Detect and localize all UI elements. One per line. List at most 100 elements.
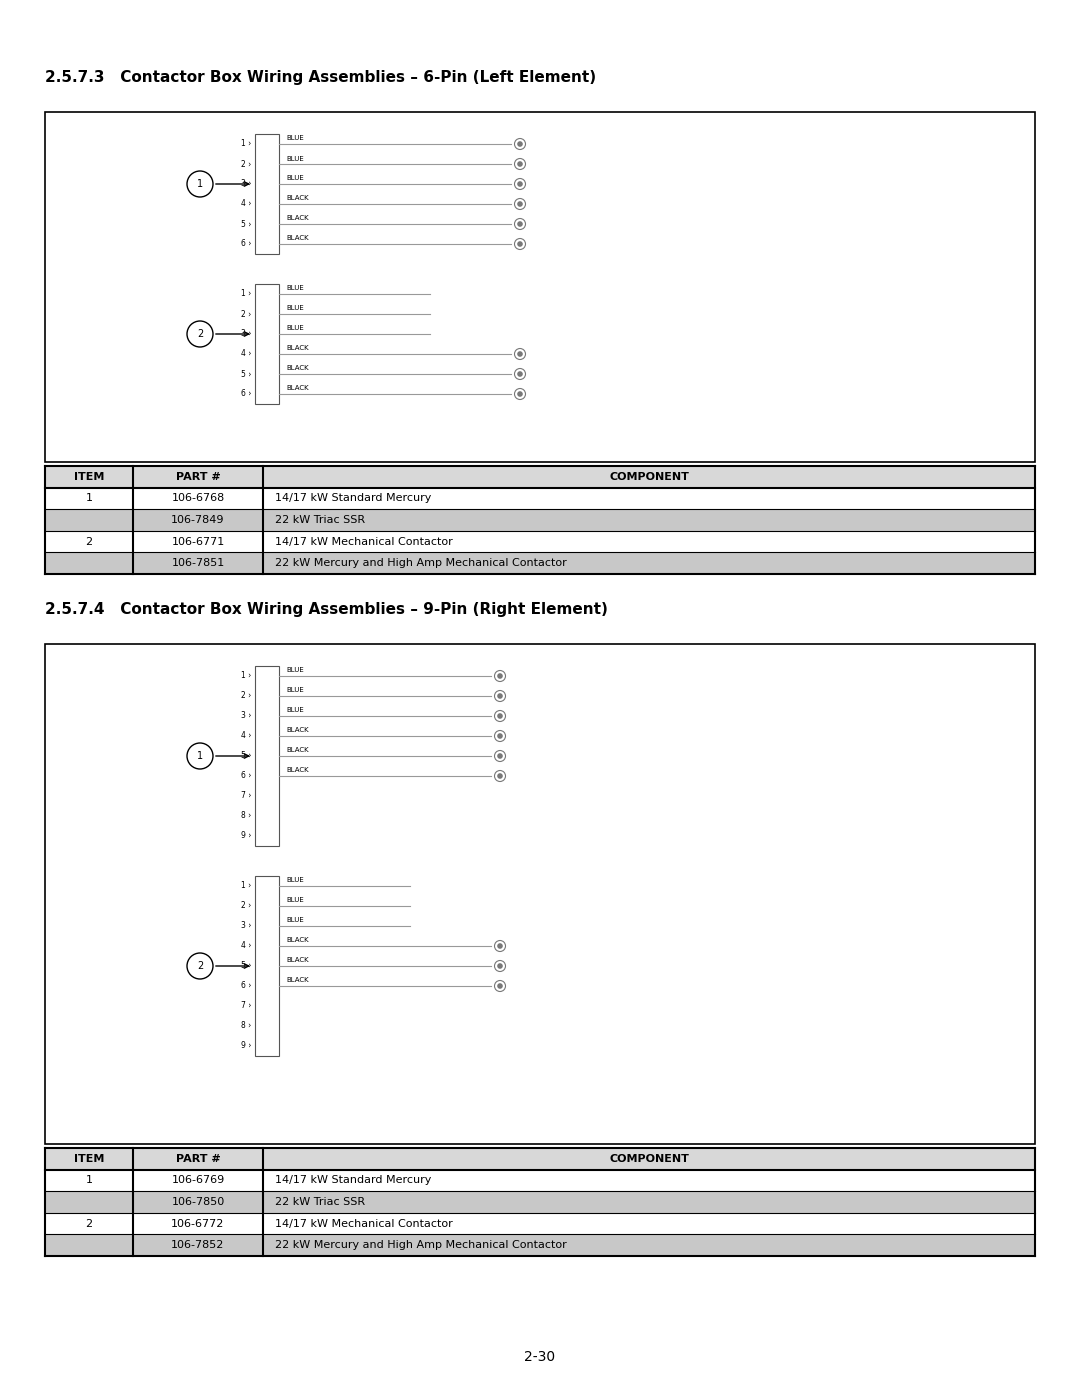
Bar xyxy=(45,112,1035,462)
Text: COMPONENT: COMPONENT xyxy=(609,472,689,482)
Text: BLACK: BLACK xyxy=(286,215,309,222)
Text: BLUE: BLUE xyxy=(286,687,303,693)
Circle shape xyxy=(498,733,502,738)
Text: 2: 2 xyxy=(85,1218,93,1228)
Text: 106-6771: 106-6771 xyxy=(172,536,225,546)
Text: 5 ›: 5 › xyxy=(241,752,251,760)
Text: 2: 2 xyxy=(197,961,203,971)
Bar xyxy=(255,666,279,847)
Text: 14/17 kW Mechanical Contactor: 14/17 kW Mechanical Contactor xyxy=(275,1218,453,1228)
Circle shape xyxy=(518,182,522,186)
Text: 4 ›: 4 › xyxy=(241,732,251,740)
Text: 1: 1 xyxy=(197,179,203,189)
Circle shape xyxy=(498,964,502,968)
Text: 4 ›: 4 › xyxy=(241,349,251,359)
Text: 8 ›: 8 › xyxy=(241,1021,251,1031)
Bar xyxy=(255,876,279,1056)
Bar xyxy=(45,531,1035,552)
Text: 5 ›: 5 › xyxy=(241,369,251,379)
Text: 106-7851: 106-7851 xyxy=(172,559,225,569)
Text: 5 ›: 5 › xyxy=(241,961,251,971)
Text: BLACK: BLACK xyxy=(286,236,309,242)
Text: 3 ›: 3 › xyxy=(241,330,251,338)
Text: 1 ›: 1 › xyxy=(241,672,251,680)
Text: 22 kW Triac SSR: 22 kW Triac SSR xyxy=(275,515,365,525)
Text: 22 kW Triac SSR: 22 kW Triac SSR xyxy=(275,1197,365,1207)
Text: 3 ›: 3 › xyxy=(241,711,251,721)
Bar xyxy=(45,509,1035,531)
Text: BLACK: BLACK xyxy=(286,196,309,201)
Bar xyxy=(45,1213,1035,1235)
Bar xyxy=(45,644,1035,1144)
Text: ITEM: ITEM xyxy=(73,472,104,482)
Text: PART #: PART # xyxy=(176,472,220,482)
Text: 22 kW Mercury and High Amp Mechanical Contactor: 22 kW Mercury and High Amp Mechanical Co… xyxy=(275,559,567,569)
Circle shape xyxy=(498,774,502,778)
Text: BLACK: BLACK xyxy=(286,345,309,352)
Text: COMPONENT: COMPONENT xyxy=(609,1154,689,1164)
Bar xyxy=(255,284,279,404)
Text: BLACK: BLACK xyxy=(286,366,309,372)
Bar xyxy=(45,1169,1035,1192)
Circle shape xyxy=(498,673,502,678)
Text: 2 ›: 2 › xyxy=(241,159,251,169)
Text: 6 ›: 6 › xyxy=(241,771,251,781)
Text: BLACK: BLACK xyxy=(286,957,309,964)
Text: BLUE: BLUE xyxy=(286,668,303,673)
Text: 7 ›: 7 › xyxy=(241,1002,251,1010)
Text: 14/17 kW Standard Mercury: 14/17 kW Standard Mercury xyxy=(275,493,431,503)
Text: BLUE: BLUE xyxy=(286,897,303,904)
Text: 5 ›: 5 › xyxy=(241,219,251,229)
Circle shape xyxy=(518,162,522,166)
Text: BLUE: BLUE xyxy=(286,326,303,331)
Text: 4 ›: 4 › xyxy=(241,942,251,950)
Text: 2.5.7.3   Contactor Box Wiring Assemblies – 6-Pin (Left Element): 2.5.7.3 Contactor Box Wiring Assemblies … xyxy=(45,70,596,85)
Text: 2 ›: 2 › xyxy=(241,901,251,911)
Text: 8 ›: 8 › xyxy=(241,812,251,820)
Text: BLACK: BLACK xyxy=(286,386,309,391)
Text: BLACK: BLACK xyxy=(286,767,309,774)
Text: 2.5.7.4   Contactor Box Wiring Assemblies – 9-Pin (Right Element): 2.5.7.4 Contactor Box Wiring Assemblies … xyxy=(45,602,608,617)
Circle shape xyxy=(498,754,502,759)
Bar xyxy=(45,1148,1035,1169)
Text: BLUE: BLUE xyxy=(286,877,303,883)
Text: 2 ›: 2 › xyxy=(241,310,251,319)
Text: 14/17 kW Standard Mercury: 14/17 kW Standard Mercury xyxy=(275,1175,431,1186)
Circle shape xyxy=(518,222,522,226)
Circle shape xyxy=(518,142,522,147)
Text: 106-6772: 106-6772 xyxy=(172,1218,225,1228)
Text: BLUE: BLUE xyxy=(286,136,303,141)
Bar xyxy=(45,488,1035,509)
Bar xyxy=(45,467,1035,488)
Circle shape xyxy=(498,944,502,949)
Text: 14/17 kW Mechanical Contactor: 14/17 kW Mechanical Contactor xyxy=(275,536,453,546)
Text: 1 ›: 1 › xyxy=(241,882,251,890)
Circle shape xyxy=(518,203,522,207)
Bar xyxy=(45,552,1035,574)
Circle shape xyxy=(498,714,502,718)
Text: 7 ›: 7 › xyxy=(241,792,251,800)
Circle shape xyxy=(518,352,522,356)
Text: BLACK: BLACK xyxy=(286,747,309,753)
Text: 2: 2 xyxy=(85,536,93,546)
Text: 2 ›: 2 › xyxy=(241,692,251,700)
Text: 2: 2 xyxy=(197,330,203,339)
Text: BLUE: BLUE xyxy=(286,306,303,312)
Text: 1: 1 xyxy=(85,1175,93,1186)
Text: BLUE: BLUE xyxy=(286,285,303,292)
Circle shape xyxy=(518,242,522,246)
Bar xyxy=(45,1192,1035,1213)
Text: 106-6768: 106-6768 xyxy=(172,493,225,503)
Text: BLACK: BLACK xyxy=(286,728,309,733)
Text: 9 ›: 9 › xyxy=(241,1042,251,1051)
Text: 2-30: 2-30 xyxy=(525,1350,555,1363)
Text: BLUE: BLUE xyxy=(286,155,303,162)
Text: 106-7850: 106-7850 xyxy=(172,1197,225,1207)
Text: 106-7852: 106-7852 xyxy=(172,1241,225,1250)
Text: 22 kW Mercury and High Amp Mechanical Contactor: 22 kW Mercury and High Amp Mechanical Co… xyxy=(275,1241,567,1250)
Text: 1: 1 xyxy=(85,493,93,503)
Text: 6 ›: 6 › xyxy=(241,390,251,398)
Text: BLUE: BLUE xyxy=(286,918,303,923)
Text: 9 ›: 9 › xyxy=(241,831,251,841)
Text: 4 ›: 4 › xyxy=(241,200,251,208)
